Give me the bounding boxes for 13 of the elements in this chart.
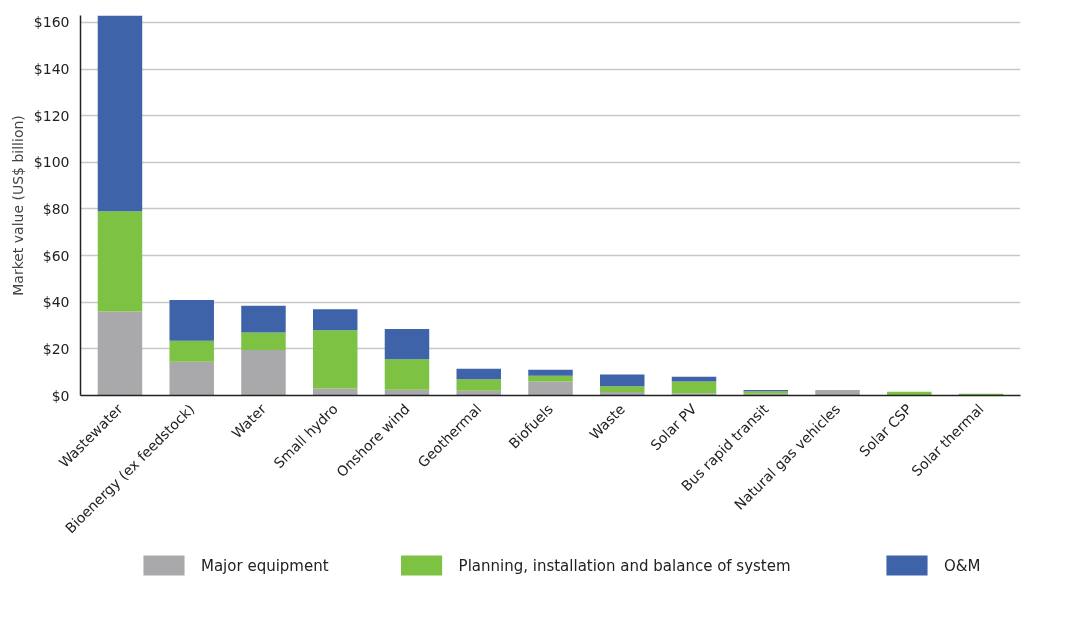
y-tick-label: $120 (33, 107, 70, 124)
y-tick-label: $80 (42, 201, 70, 217)
y-tick-label: $160 (33, 14, 70, 31)
y-tick-label: $60 (42, 247, 70, 264)
y-tick-label: $0 (51, 387, 70, 404)
legend-label: Planning, installation and balance of system (458, 556, 791, 575)
y-tick-label: $140 (33, 61, 70, 78)
y-axis-title: Market value (US$ billion) (9, 115, 26, 296)
y-tick-label: $40 (42, 294, 70, 311)
legend-label: O&M (944, 556, 981, 575)
legend-label: Major equipment (200, 556, 329, 575)
y-tick-label: $100 (33, 154, 70, 171)
y-tick-label: $20 (42, 340, 70, 357)
